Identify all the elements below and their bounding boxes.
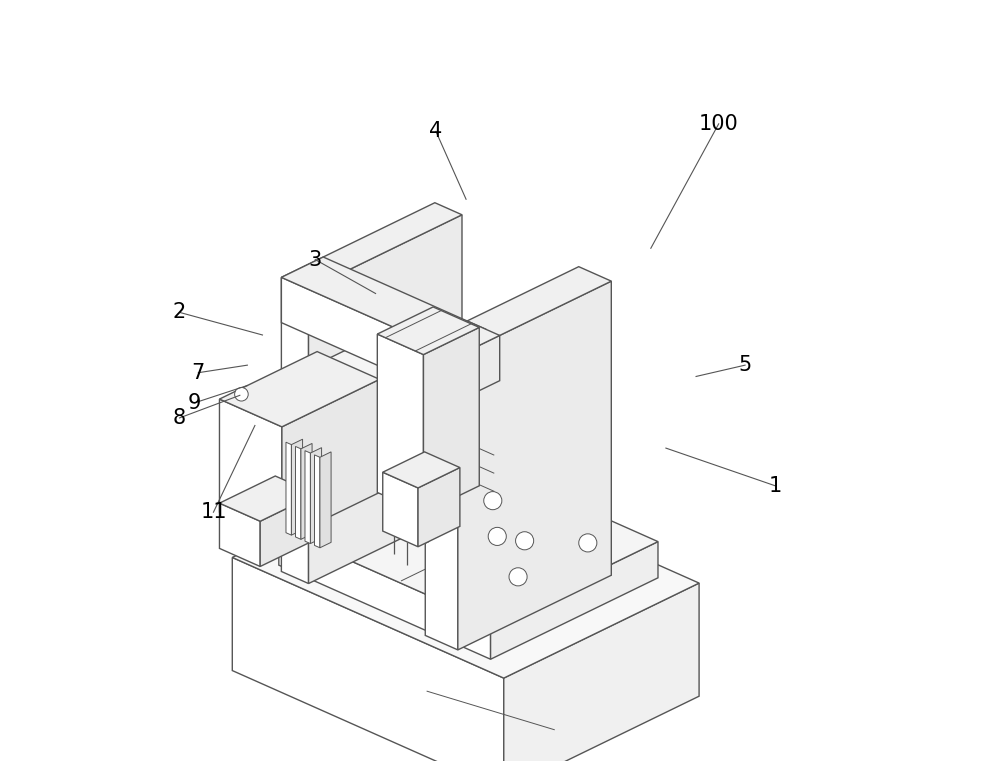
Polygon shape [291, 439, 303, 535]
Text: 2: 2 [173, 303, 186, 323]
Text: 9: 9 [188, 393, 201, 413]
Polygon shape [219, 352, 380, 427]
Polygon shape [458, 336, 500, 401]
Polygon shape [219, 476, 316, 521]
Polygon shape [323, 361, 494, 501]
Polygon shape [425, 341, 458, 650]
Polygon shape [377, 334, 423, 513]
Polygon shape [458, 281, 611, 650]
Polygon shape [323, 342, 533, 437]
Polygon shape [425, 266, 611, 356]
Polygon shape [295, 446, 301, 539]
Polygon shape [281, 257, 486, 349]
Text: 5: 5 [738, 355, 752, 375]
Text: 8: 8 [173, 408, 186, 428]
Polygon shape [310, 448, 322, 544]
Polygon shape [281, 277, 309, 584]
Polygon shape [444, 329, 486, 395]
Polygon shape [425, 321, 500, 356]
Polygon shape [314, 455, 320, 548]
Circle shape [579, 534, 597, 552]
Polygon shape [219, 503, 260, 567]
Polygon shape [219, 399, 282, 540]
Circle shape [516, 531, 534, 550]
Polygon shape [383, 472, 418, 547]
Text: 7: 7 [192, 362, 205, 382]
Polygon shape [494, 418, 533, 501]
Polygon shape [260, 494, 316, 567]
Polygon shape [377, 307, 479, 355]
Polygon shape [309, 215, 462, 584]
Text: 1: 1 [769, 476, 782, 496]
Polygon shape [301, 443, 312, 539]
Polygon shape [279, 448, 658, 623]
Circle shape [235, 388, 248, 401]
Polygon shape [504, 583, 699, 768]
Polygon shape [281, 203, 462, 290]
Text: 4: 4 [429, 121, 443, 141]
Polygon shape [425, 341, 458, 401]
Polygon shape [279, 529, 491, 659]
Polygon shape [286, 442, 291, 535]
Circle shape [484, 492, 502, 510]
Polygon shape [423, 327, 479, 513]
Circle shape [509, 568, 527, 586]
Polygon shape [418, 468, 460, 547]
Text: 100: 100 [699, 114, 739, 134]
Polygon shape [320, 452, 331, 548]
Polygon shape [282, 379, 380, 540]
Text: 3: 3 [309, 250, 322, 270]
Polygon shape [232, 462, 699, 678]
Text: 11: 11 [200, 502, 227, 522]
Polygon shape [305, 451, 310, 544]
Polygon shape [383, 452, 460, 488]
Circle shape [488, 528, 506, 545]
Circle shape [414, 525, 432, 544]
Polygon shape [491, 541, 658, 659]
Polygon shape [281, 277, 444, 395]
Polygon shape [232, 558, 504, 768]
